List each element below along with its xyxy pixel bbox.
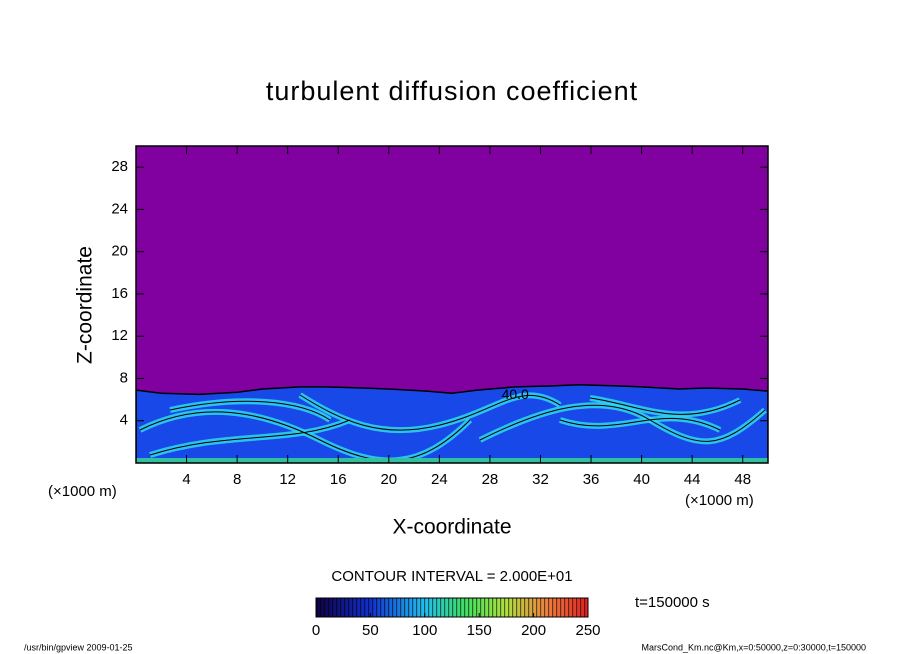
plot-frame [135, 145, 769, 464]
x-tick-label: 24 [431, 471, 448, 488]
time-label: t=150000 s [635, 594, 710, 611]
streak-edge [299, 394, 561, 431]
contour-interval: CONTOUR INTERVAL = 2.000E+01 [331, 568, 572, 585]
colorbar-frame [315, 597, 589, 618]
streak-edge [589, 397, 741, 415]
x-tick-label: 44 [684, 471, 701, 488]
streak-edge [169, 400, 331, 421]
plot-area [136, 146, 768, 463]
contour-label: 40.0 [502, 386, 529, 402]
y-axis-label: Z-coordinate [74, 246, 97, 364]
y-tick-label: 28 [111, 158, 128, 175]
x-tick-label: 4 [182, 471, 190, 488]
y-tick-label: 8 [120, 369, 128, 386]
streak-edge [149, 419, 351, 456]
colorbar-tick-label: 100 [412, 622, 437, 639]
footer-right: MarsCond_Km.nc@Km,x=0:50000,z=0:30000,t=… [641, 642, 866, 652]
streak-edge [139, 411, 471, 461]
x-tick-label: 12 [279, 471, 296, 488]
x-tick-label: 28 [482, 471, 499, 488]
x-tick-label: 36 [583, 471, 600, 488]
x-tick-label: 16 [330, 471, 347, 488]
x-unit: (×1000 m) [685, 492, 754, 509]
x-tick-label: 40 [633, 471, 650, 488]
layer-structure [138, 392, 767, 463]
colorbar-tick-label: 250 [575, 622, 600, 639]
footer-left: /usr/bin/gpview 2009-01-25 [24, 642, 133, 652]
x-axis-label: X-coordinate [392, 516, 511, 539]
y-tick-label: 12 [111, 327, 128, 344]
colorbar-tick-label: 200 [521, 622, 546, 639]
x-tick-label: 32 [532, 471, 549, 488]
x-tick-label: 48 [734, 471, 751, 488]
y-tick-label: 24 [111, 200, 128, 217]
colorbar-tick-label: 0 [312, 622, 320, 639]
streak-edge [559, 417, 721, 431]
surface-band [136, 458, 768, 463]
x-tick-label: 20 [380, 471, 397, 488]
x-tick-label: 8 [233, 471, 241, 488]
y-tick-label: 16 [111, 285, 128, 302]
y-unit: (×1000 m) [48, 483, 117, 500]
y-tick-label: 20 [111, 243, 128, 260]
y-tick-label: 4 [120, 412, 128, 429]
colorbar-stripes [316, 598, 588, 617]
chart-title: turbulent diffusion coefficient [266, 76, 638, 106]
colorbar-tick-label: 150 [467, 622, 492, 639]
colorbar-tick-label: 50 [362, 622, 379, 639]
